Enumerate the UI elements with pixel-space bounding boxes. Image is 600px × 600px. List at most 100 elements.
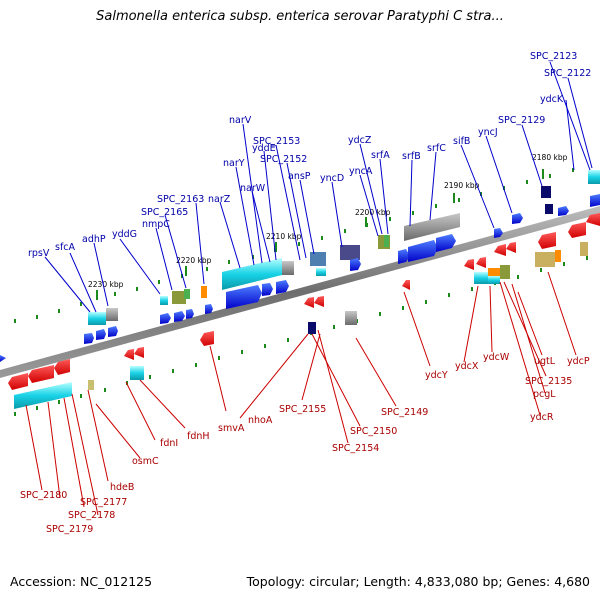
gene-arrow-rev[interactable]	[124, 349, 134, 360]
gene-arrow-rev[interactable]	[314, 296, 324, 307]
gene-arrow-rev[interactable]	[402, 280, 410, 290]
gene-box-olive[interactable]	[500, 265, 510, 279]
gene-arrow-rev[interactable]	[494, 244, 506, 256]
gene-label[interactable]: ydcX	[455, 361, 479, 372]
gene-box-grey[interactable]	[282, 261, 294, 275]
gene-label[interactable]: yddG	[112, 229, 137, 240]
gene-box-grey[interactable]	[345, 311, 357, 325]
gene-box-cyan[interactable]	[474, 272, 488, 284]
gene-box-cyan[interactable]	[488, 276, 500, 284]
gene-box-navy[interactable]	[308, 322, 316, 334]
gene-arrow[interactable]	[186, 309, 194, 319]
gene-arrow[interactable]	[494, 228, 503, 238]
gene-label[interactable]: narV	[229, 115, 252, 126]
gene-box-cyan[interactable]	[160, 296, 168, 305]
gene-label[interactable]: yncA	[349, 166, 373, 177]
gene-label[interactable]: SPC_2123	[530, 51, 577, 62]
gene-box-cyan[interactable]	[588, 170, 600, 184]
gene-label[interactable]: SPC_2179	[46, 524, 93, 535]
gene-label[interactable]: ydcP	[567, 356, 590, 367]
gene-label[interactable]: SPC_2150	[350, 426, 397, 437]
gene-label[interactable]: pcgL	[533, 389, 556, 400]
gene-label[interactable]: srfB	[402, 151, 421, 162]
gene-arrow-rev[interactable]	[304, 297, 314, 308]
gene-label[interactable]: ydcR	[530, 412, 554, 423]
gene-arrow-rev[interactable]	[8, 373, 28, 390]
gene-label[interactable]: SPC_2155	[279, 404, 326, 415]
gene-box-olive[interactable]	[172, 291, 186, 304]
forward-features[interactable]	[0, 170, 600, 362]
gene-box-orange[interactable]	[555, 250, 561, 262]
gene-arrow-rev[interactable]	[134, 347, 144, 358]
gene-arrow[interactable]	[84, 333, 94, 344]
gene-box-narZYWV[interactable]	[222, 258, 282, 290]
reverse-features[interactable]	[8, 213, 600, 409]
gene-label[interactable]: fdnI	[160, 438, 178, 449]
gene-label[interactable]: sifB	[453, 136, 470, 147]
gene-arrow[interactable]	[350, 258, 361, 271]
gene-label[interactable]: SPC_2149	[381, 407, 428, 418]
gene-label[interactable]: nhoA	[248, 415, 273, 426]
gene-label[interactable]: ydcZ	[348, 135, 372, 146]
gene-label[interactable]: narW	[240, 183, 266, 194]
gene-arrow-rev[interactable]	[586, 213, 600, 226]
gene-box-cyan[interactable]	[316, 268, 326, 276]
gene-label[interactable]: SPC_2163	[157, 194, 204, 205]
gene-label[interactable]: smvA	[218, 423, 245, 434]
gene-arrow[interactable]	[512, 213, 523, 224]
gene-arrow-rev[interactable]	[476, 257, 486, 268]
gene-arrow-rev[interactable]	[28, 365, 54, 383]
gene-box-cyan-rev[interactable]	[14, 382, 72, 409]
gene-box-slate[interactable]	[340, 245, 360, 260]
gene-box-green[interactable]	[384, 235, 389, 247]
gene-box-orange[interactable]	[201, 286, 207, 298]
gene-arrow-rev[interactable]	[538, 232, 556, 249]
gene-box-khaki[interactable]	[580, 242, 588, 256]
gene-label[interactable]: yncD	[320, 173, 344, 184]
gene-arrow-rev[interactable]	[568, 222, 586, 238]
gene-label[interactable]: srfA	[371, 150, 390, 161]
gene-label[interactable]: SPC_2135	[525, 376, 572, 387]
gene-arrow-rev[interactable]	[200, 331, 214, 346]
gene-label[interactable]: hdeB	[110, 482, 134, 493]
gene-box-cyan[interactable]	[130, 366, 144, 380]
gene-label[interactable]: ugtL	[534, 356, 556, 367]
gene-label[interactable]: narY	[223, 158, 245, 169]
gene-box-green[interactable]	[184, 289, 190, 299]
gene-label[interactable]: SPC_2180	[20, 490, 67, 501]
gene-label[interactable]: fdnH	[187, 431, 210, 442]
gene-label[interactable]: SPC_2152	[260, 154, 307, 165]
gene-arrow-rev[interactable]	[464, 259, 474, 270]
gene-box-navy[interactable]	[545, 204, 553, 214]
gene-arrow-rev[interactable]	[54, 359, 70, 375]
gene-label[interactable]: SPC_2129	[498, 115, 545, 126]
gene-arrow[interactable]	[262, 283, 273, 296]
gene-arrow[interactable]	[160, 313, 171, 324]
gene-box-navy[interactable]	[541, 186, 551, 198]
gene-label[interactable]: ydcY	[425, 370, 448, 381]
gene-label[interactable]: yncJ	[478, 127, 498, 138]
gene-arrow[interactable]	[108, 326, 118, 337]
gene-arrow[interactable]	[205, 304, 213, 314]
gene-label[interactable]: rpsV	[28, 248, 50, 259]
gene-box-orange[interactable]	[488, 268, 500, 276]
gene-box-grey[interactable]	[106, 308, 118, 321]
gene-arrow[interactable]	[0, 355, 6, 362]
gene-label[interactable]: narZ	[208, 194, 231, 205]
gene-arrow[interactable]	[226, 285, 262, 309]
gene-arrow[interactable]	[408, 240, 438, 262]
gene-arrow[interactable]	[174, 311, 185, 322]
gene-arrow[interactable]	[436, 234, 456, 252]
gene-arrow[interactable]	[96, 329, 106, 340]
gene-box-cyan[interactable]	[88, 312, 106, 325]
gene-label[interactable]: osmC	[132, 456, 159, 467]
gene-label[interactable]: SPC_2165	[141, 207, 188, 218]
gene-arrow[interactable]	[558, 206, 569, 216]
gene-label[interactable]: ydcW	[483, 352, 510, 363]
gene-arrow[interactable]	[590, 194, 600, 207]
gene-label[interactable]: nmpC	[142, 219, 170, 230]
gene-arrow[interactable]	[398, 249, 410, 264]
gene-box-khaki[interactable]	[535, 252, 555, 267]
gene-arrow[interactable]	[276, 280, 289, 294]
